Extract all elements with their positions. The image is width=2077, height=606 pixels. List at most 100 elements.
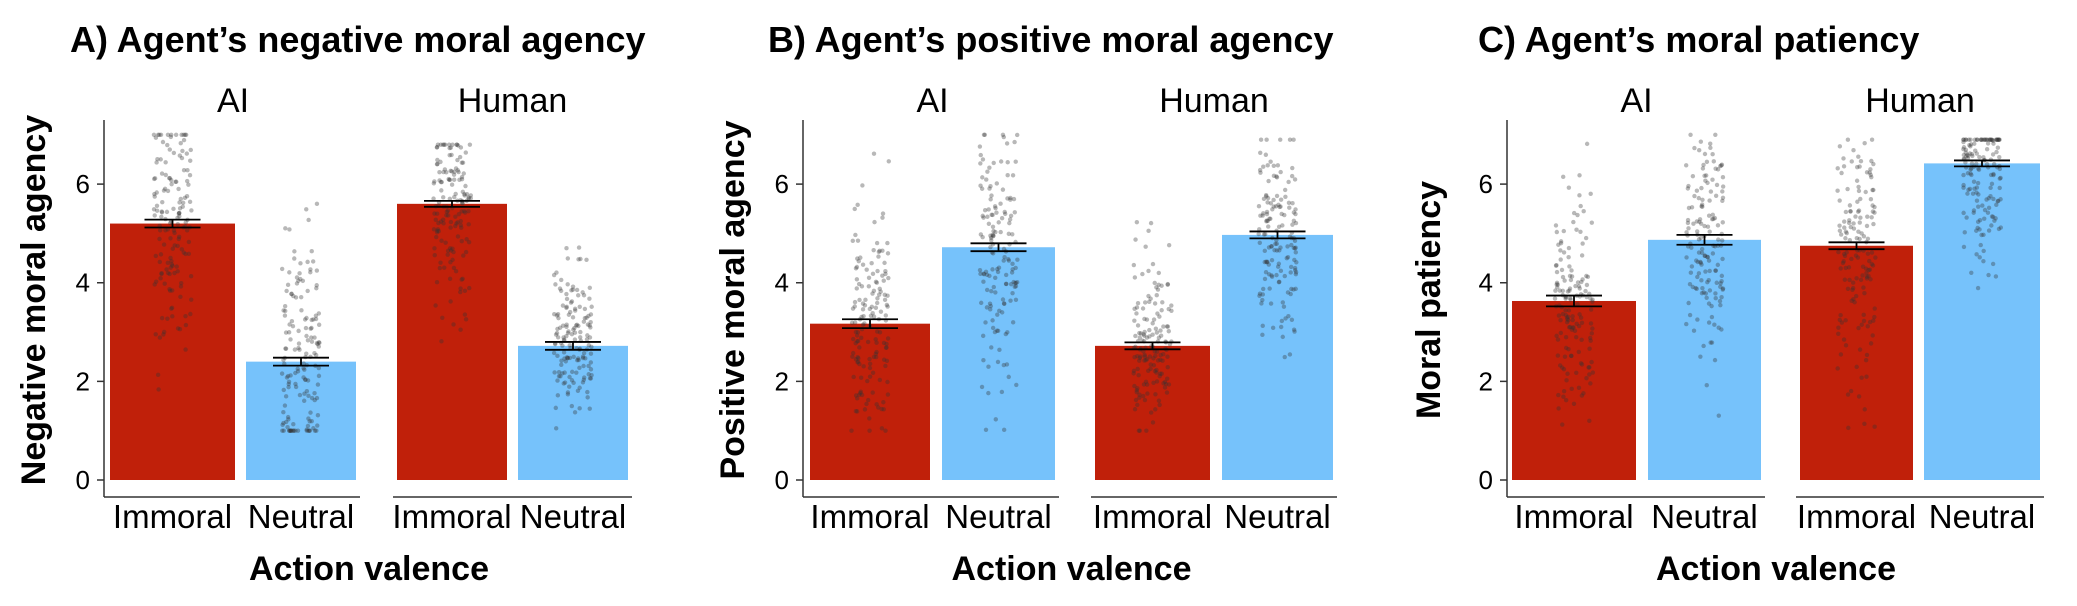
jitter-point <box>151 207 157 212</box>
jitter-point <box>1554 282 1559 287</box>
jitter-point <box>854 333 860 338</box>
jitter-point <box>448 168 453 174</box>
jitter-point <box>1587 372 1592 377</box>
jitter-point <box>587 296 592 301</box>
jitter-point <box>1685 217 1691 223</box>
jitter-point <box>1166 306 1171 312</box>
jitter-point <box>1564 315 1570 320</box>
jitter-point <box>567 343 572 348</box>
jitter-point <box>453 166 459 171</box>
jitter-point <box>1257 293 1262 298</box>
jitter-point <box>1151 380 1156 385</box>
jitter-point <box>1269 257 1275 263</box>
jitter-point <box>1995 137 2000 142</box>
jitter-point <box>1849 159 1854 164</box>
jitter-point <box>1293 268 1298 273</box>
x-tick-label: Immoral <box>1514 498 1633 535</box>
jitter-point <box>999 389 1005 395</box>
jitter-point <box>1684 230 1689 235</box>
jitter-point <box>1137 395 1142 400</box>
y-tick-label: 4 <box>775 268 789 298</box>
jitter-point <box>159 214 164 219</box>
bar-human-neutral <box>1924 163 2040 480</box>
jitter-point <box>1853 214 1858 219</box>
jitter-point <box>315 413 321 418</box>
jitter-point <box>1864 276 1870 281</box>
jitter-point <box>286 379 292 384</box>
jitter-point <box>864 267 869 272</box>
jitter-point <box>1158 328 1163 333</box>
jitter-point <box>565 330 571 336</box>
jitter-point <box>467 142 473 147</box>
jitter-point <box>462 312 468 317</box>
jitter-point <box>295 428 301 433</box>
jitter-point <box>884 341 889 347</box>
jitter-point <box>1843 209 1849 215</box>
jitter-point <box>1584 141 1590 147</box>
jitter-point <box>1135 386 1140 391</box>
jitter-point <box>993 205 998 211</box>
jitter-point <box>1264 219 1269 224</box>
jitter-point <box>1008 197 1013 202</box>
jitter-point <box>589 304 594 309</box>
jitter-point <box>1718 281 1723 286</box>
jitter-point <box>161 332 166 337</box>
jitter-point <box>314 286 319 291</box>
jitter-point <box>1142 333 1147 338</box>
jitter-point <box>1719 162 1725 167</box>
jitter-point <box>977 144 983 149</box>
jitter-point <box>309 339 315 344</box>
jitter-point <box>1986 137 1992 142</box>
jitter-point <box>186 251 191 257</box>
jitter-point <box>883 268 888 274</box>
y-tick-label: 6 <box>76 169 90 199</box>
jitter-point <box>1699 202 1705 207</box>
jitter-point <box>851 336 856 342</box>
jitter-point <box>1708 189 1714 194</box>
jitter-point <box>1158 371 1163 376</box>
jitter-point <box>436 220 441 226</box>
jitter-point <box>1560 365 1565 370</box>
jitter-point <box>169 132 174 137</box>
jitter-point <box>316 311 322 316</box>
jitter-point <box>175 269 180 274</box>
jitter-point <box>1289 286 1294 292</box>
jitter-point <box>1566 245 1572 251</box>
jitter-point <box>866 397 871 403</box>
x-tick-label: Neutral <box>1929 498 2035 535</box>
jitter-point <box>1694 286 1699 291</box>
jitter-point <box>1010 173 1016 178</box>
jitter-point <box>1864 223 1870 229</box>
jitter-point <box>1570 325 1575 330</box>
jitter-point <box>577 304 582 309</box>
jitter-point <box>301 375 306 380</box>
jitter-point <box>1850 285 1856 291</box>
jitter-point <box>314 201 320 207</box>
jitter-point <box>158 157 163 162</box>
jitter-point <box>555 326 560 332</box>
jitter-point <box>577 406 582 411</box>
jitter-point <box>1280 223 1285 228</box>
jitter-point <box>1968 144 1973 149</box>
jitter-point <box>305 288 310 294</box>
jitter-point <box>460 201 465 206</box>
jitter-point <box>1835 166 1840 171</box>
jitter-point <box>447 177 452 183</box>
jitter-point <box>1713 132 1718 137</box>
jitter-point <box>1162 379 1168 385</box>
jitter-point <box>1563 308 1568 313</box>
jitter-point <box>1705 224 1711 229</box>
jitter-point <box>856 281 862 287</box>
jitter-point <box>450 246 455 251</box>
jitter-point <box>1988 185 1993 191</box>
jitter-point <box>563 359 568 364</box>
jitter-point <box>1719 294 1724 300</box>
jitter-point <box>876 249 882 255</box>
jitter-point <box>1706 320 1712 325</box>
jitter-point <box>454 221 459 226</box>
jitter-point <box>863 297 868 303</box>
jitter-point <box>462 210 468 215</box>
jitter-point <box>1266 178 1271 184</box>
jitter-point <box>1135 300 1141 306</box>
jitter-point <box>309 335 314 340</box>
